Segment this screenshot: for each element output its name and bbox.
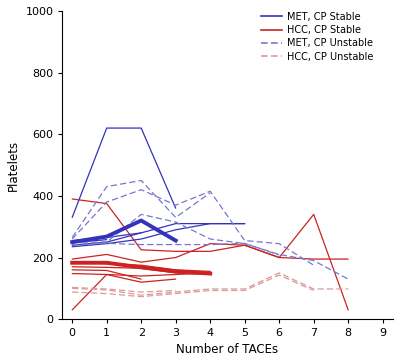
Y-axis label: Platelets: Platelets [7, 139, 20, 191]
Legend: MET, CP Stable, HCC, CP Stable, MET, CP Unstable, HCC, CP Unstable: MET, CP Stable, HCC, CP Stable, MET, CP … [259, 10, 375, 64]
X-axis label: Number of TACEs: Number of TACEs [176, 343, 278, 356]
